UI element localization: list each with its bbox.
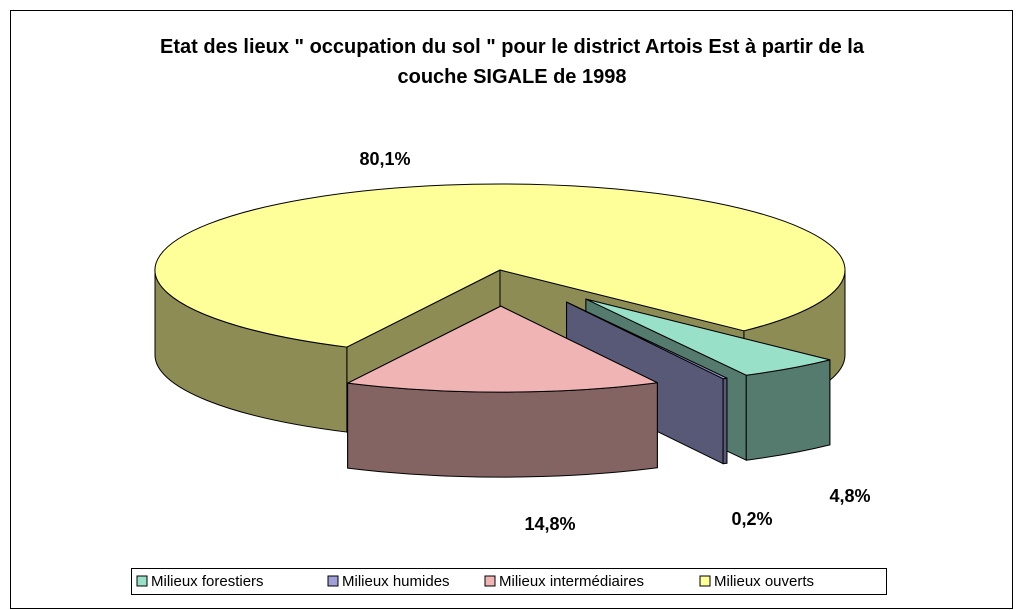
- legend-label: Milieux ouverts: [714, 573, 814, 590]
- legend-swatch: [484, 575, 496, 587]
- slice-side: [745, 359, 831, 461]
- data-label: 14,8%: [524, 514, 575, 534]
- data-label: 80,1%: [359, 149, 410, 169]
- slice-side: [347, 382, 658, 478]
- slice-side: [722, 377, 728, 465]
- legend-label: Milieux humides: [342, 573, 450, 590]
- legend-swatch: [136, 575, 148, 587]
- legend-label: Milieux intermédiaires: [499, 573, 644, 590]
- legend-label: Milieux forestiers: [151, 573, 264, 590]
- legend-swatch: [699, 575, 711, 587]
- pie: [154, 183, 846, 478]
- legend-box: [131, 568, 887, 595]
- slice-top: [585, 298, 831, 376]
- data-label: 0,2%: [731, 509, 772, 529]
- slice-top: [566, 301, 728, 380]
- slice-top: [347, 305, 658, 393]
- data-label: 4,8%: [829, 486, 870, 506]
- chart-title: Etat des lieux " occupation du sol " pou…: [160, 36, 864, 88]
- legend-swatch: [327, 575, 339, 587]
- slice-top: [154, 183, 846, 348]
